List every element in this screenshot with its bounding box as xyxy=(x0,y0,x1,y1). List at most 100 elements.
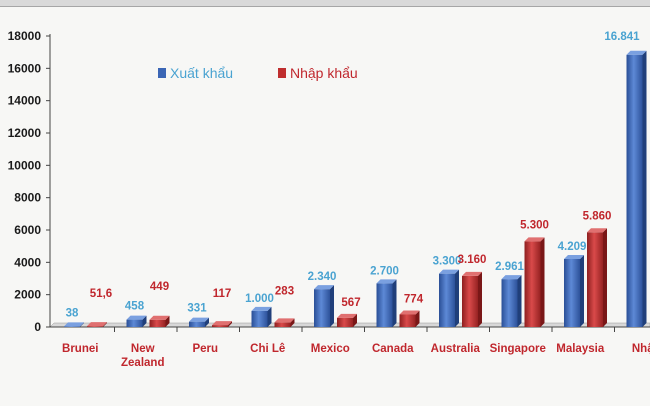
export-data-label: 331 xyxy=(187,303,207,315)
export-bar-front xyxy=(376,283,393,327)
export-bar-front xyxy=(189,321,205,327)
import-bar xyxy=(212,321,232,327)
import-data-label: 774 xyxy=(404,293,424,305)
export-bar-side xyxy=(642,50,647,327)
top-border-rule xyxy=(0,0,650,7)
import-bar-front xyxy=(524,241,541,327)
y-tick-label: 2000 xyxy=(14,288,41,302)
y-tick-label: 4000 xyxy=(14,255,41,269)
import-bar-top xyxy=(149,315,170,320)
y-tick-label: 8000 xyxy=(14,191,41,205)
import-bar-side xyxy=(478,271,482,327)
import-bar-top xyxy=(399,310,420,315)
import-bar-top xyxy=(462,271,482,276)
export-bar-side xyxy=(455,269,459,327)
export-bar-front xyxy=(626,54,643,327)
import-bar-top xyxy=(337,313,357,318)
import-bar xyxy=(274,318,295,327)
y-tick-label: 6000 xyxy=(14,223,41,237)
export-bar xyxy=(251,306,272,327)
import-data-label: 567 xyxy=(341,297,360,309)
export-data-label: 2.700 xyxy=(370,265,399,277)
import-bar-side xyxy=(415,310,420,327)
import-bar-side xyxy=(228,321,232,327)
import-bar xyxy=(337,313,357,327)
legend: Xuất khẩu Nhập khẩu xyxy=(158,65,358,81)
category-label: Chi Lê xyxy=(250,343,285,355)
import-bar xyxy=(587,228,607,327)
export-bar-front xyxy=(439,273,455,327)
export-data-label: 458 xyxy=(125,301,145,313)
import-bar-front xyxy=(587,232,603,327)
export-bar xyxy=(126,315,147,327)
export-bar xyxy=(626,50,647,327)
import-bar-side xyxy=(290,318,295,327)
import-bar-front xyxy=(87,326,103,327)
export-bar-side xyxy=(392,279,397,327)
export-bar-front xyxy=(64,326,80,327)
import-data-label: 5.300 xyxy=(520,219,549,231)
category-label: Nhậ xyxy=(632,343,650,355)
export-bar-side xyxy=(80,322,84,327)
export-bar-side xyxy=(267,306,272,327)
export-bar-side xyxy=(580,254,584,327)
import-data-label: 51,6 xyxy=(90,288,112,300)
bars-group xyxy=(64,50,647,327)
legend-label: Nhập khẩu xyxy=(290,65,358,81)
import-bar-side xyxy=(165,315,170,327)
import-bar-top xyxy=(212,321,232,326)
import-bar xyxy=(399,310,420,327)
export-bar-side xyxy=(142,315,147,327)
import-bar xyxy=(149,315,170,327)
export-bar xyxy=(439,269,459,327)
export-bar xyxy=(564,254,584,327)
import-bar-side xyxy=(353,313,357,327)
import-data-label: 117 xyxy=(213,288,232,300)
category-label: Brunei xyxy=(62,343,98,355)
export-bar-front xyxy=(126,319,143,327)
category-label: Australia xyxy=(431,343,481,355)
import-data-label: 3.160 xyxy=(458,254,487,266)
export-bar-front xyxy=(564,258,580,327)
y-tick-label: 0 xyxy=(34,320,41,334)
import-bar-front xyxy=(337,317,353,327)
category-label: New Zealand xyxy=(121,343,164,369)
export-bar-side xyxy=(205,317,209,327)
export-bar xyxy=(501,275,522,327)
import-data-label: 5.860 xyxy=(583,210,612,222)
import-data-label: 283 xyxy=(275,285,294,297)
import-bar-front xyxy=(212,325,228,327)
import-data-label: 449 xyxy=(150,281,169,293)
export-data-label: 2.961 xyxy=(495,261,524,273)
export-bar-front xyxy=(501,279,518,327)
y-tick-label: 18000 xyxy=(8,29,42,43)
export-bar-top xyxy=(251,306,272,311)
legend-label: Xuất khẩu xyxy=(170,65,233,81)
category-label: Mexico xyxy=(311,343,350,355)
import-bar-side xyxy=(103,322,107,327)
import-bar-side xyxy=(603,228,607,327)
export-data-label: 1.000 xyxy=(245,293,274,305)
export-bar-top xyxy=(314,285,334,290)
y-tick-label: 14000 xyxy=(8,94,42,108)
export-bar-top xyxy=(564,254,584,259)
export-bar-side xyxy=(330,285,334,327)
export-bar-top xyxy=(126,315,147,320)
import-bar-side xyxy=(540,237,545,327)
category-label: Canada xyxy=(372,343,414,355)
y-tick-label: 16000 xyxy=(8,61,42,75)
import-bar xyxy=(462,271,482,327)
category-label: Peru xyxy=(192,343,218,355)
import-bar-top xyxy=(587,228,607,233)
export-bar-top xyxy=(189,317,209,322)
export-bar-front xyxy=(251,310,268,327)
category-label: Malaysia xyxy=(556,343,605,355)
export-bar-top xyxy=(64,322,84,327)
export-data-label: 2.340 xyxy=(308,271,337,283)
chart-axes: 0 2000 4000 6000 8000 10000 12000 14000 16000 180… xyxy=(8,29,650,369)
export-data-label: 4.209 xyxy=(558,241,587,253)
export-data-label: 16.841 xyxy=(604,31,640,43)
import-bar xyxy=(87,322,107,327)
import-bar-front xyxy=(462,275,478,327)
